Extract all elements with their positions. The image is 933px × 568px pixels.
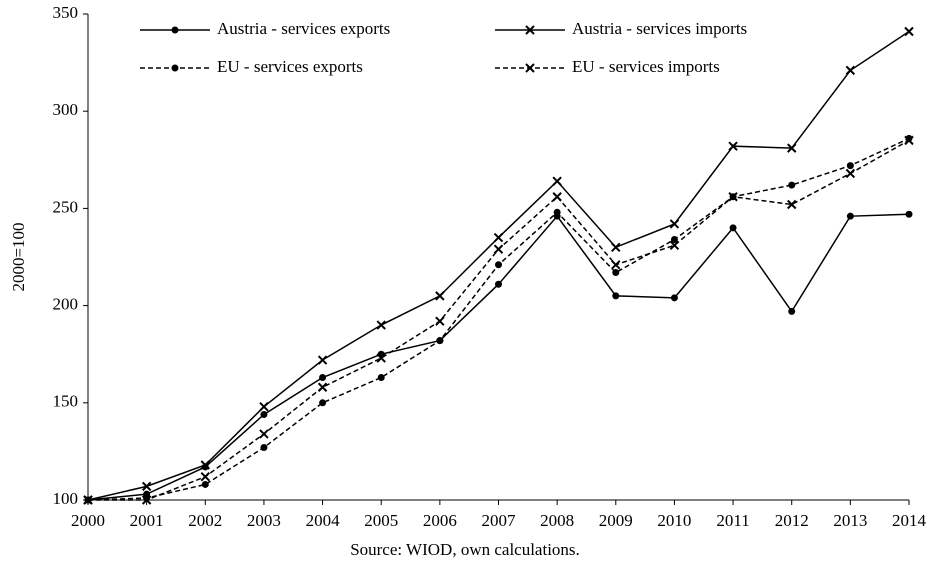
point bbox=[728, 141, 738, 151]
x-tick-label: 2003 bbox=[247, 511, 281, 530]
point bbox=[259, 401, 269, 412]
point bbox=[319, 399, 327, 407]
legend-marker bbox=[171, 26, 179, 34]
x-tick-label: 2009 bbox=[599, 511, 633, 530]
x-tick-label: 2006 bbox=[423, 511, 457, 530]
point bbox=[788, 307, 796, 315]
y-axis-label: 2000=100 bbox=[9, 222, 28, 291]
y-tick-label: 150 bbox=[53, 392, 79, 411]
point bbox=[260, 444, 268, 452]
point bbox=[670, 236, 678, 244]
x-tick-label: 2000 bbox=[71, 511, 105, 530]
point bbox=[611, 260, 621, 270]
point bbox=[436, 337, 444, 345]
x-tick-label: 2014 bbox=[892, 511, 927, 530]
point bbox=[669, 219, 680, 229]
point bbox=[845, 65, 856, 76]
point bbox=[200, 460, 210, 470]
point bbox=[493, 244, 504, 254]
point bbox=[846, 212, 854, 220]
point bbox=[376, 353, 386, 363]
y-tick-label: 100 bbox=[53, 489, 79, 508]
y-tick-label: 350 bbox=[53, 3, 79, 22]
x-tick-label: 2004 bbox=[306, 511, 341, 530]
series-line bbox=[87, 213, 910, 501]
point bbox=[904, 135, 914, 146]
legend-label: EU - services exports bbox=[217, 57, 363, 76]
point bbox=[319, 374, 327, 382]
legend-label: Austria - services exports bbox=[217, 19, 390, 38]
point bbox=[728, 192, 738, 202]
source-note: Source: WIOD, own calculations. bbox=[350, 540, 580, 559]
point bbox=[200, 471, 210, 482]
x-tick-label: 2001 bbox=[130, 511, 164, 530]
legend-marker bbox=[525, 25, 535, 35]
point bbox=[377, 374, 385, 382]
point bbox=[493, 232, 504, 243]
legend-label: EU - services imports bbox=[572, 57, 720, 76]
series-line bbox=[87, 137, 910, 501]
point bbox=[904, 26, 914, 37]
legend-marker bbox=[525, 63, 535, 73]
y-tick-label: 200 bbox=[53, 295, 79, 314]
point bbox=[552, 176, 562, 186]
point bbox=[553, 208, 561, 216]
point bbox=[552, 192, 562, 202]
x-tick-label: 2007 bbox=[482, 511, 517, 530]
point bbox=[612, 269, 620, 277]
point bbox=[141, 481, 152, 492]
x-tick-label: 2005 bbox=[364, 511, 398, 530]
point bbox=[376, 320, 386, 330]
point bbox=[495, 280, 502, 288]
point bbox=[787, 199, 797, 210]
point bbox=[787, 143, 797, 153]
x-tick-label: 2012 bbox=[775, 511, 809, 530]
point bbox=[141, 495, 152, 505]
point bbox=[317, 355, 328, 365]
point bbox=[317, 382, 328, 392]
point bbox=[905, 134, 913, 142]
y-tick-label: 300 bbox=[53, 100, 79, 119]
point bbox=[670, 294, 678, 302]
point bbox=[259, 429, 269, 439]
point bbox=[201, 480, 209, 488]
point bbox=[611, 242, 621, 252]
y-tick-label: 250 bbox=[53, 197, 79, 216]
point bbox=[845, 168, 856, 179]
point bbox=[846, 162, 854, 170]
point bbox=[260, 410, 268, 418]
point bbox=[495, 261, 502, 269]
legend-marker bbox=[171, 64, 179, 72]
point bbox=[788, 181, 796, 189]
point bbox=[435, 291, 445, 301]
legend-label: Austria - services imports bbox=[572, 19, 747, 38]
point bbox=[729, 224, 737, 232]
x-tick-label: 2013 bbox=[833, 511, 867, 530]
series-line bbox=[88, 139, 910, 501]
point bbox=[905, 210, 913, 218]
x-tick-label: 2011 bbox=[716, 511, 749, 530]
point bbox=[435, 316, 445, 326]
x-tick-label: 2010 bbox=[657, 511, 691, 530]
point bbox=[669, 240, 680, 251]
point bbox=[612, 292, 620, 300]
x-tick-label: 2002 bbox=[188, 511, 222, 530]
x-tick-label: 2008 bbox=[540, 511, 574, 530]
point bbox=[83, 495, 93, 505]
